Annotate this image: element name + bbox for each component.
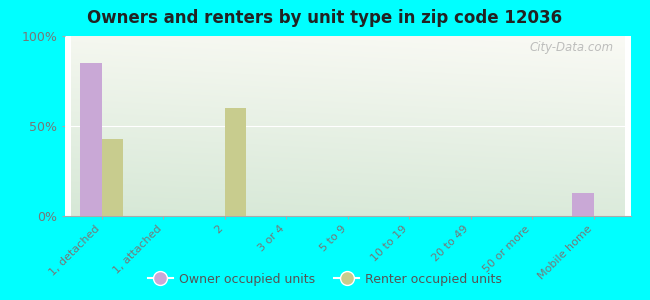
Bar	[572, 193, 593, 216]
Bar	[225, 108, 246, 216]
Legend: Owner occupied units, Renter occupied units: Owner occupied units, Renter occupied un…	[143, 268, 507, 291]
Bar	[81, 63, 102, 216]
Text: City-Data.com: City-Data.com	[529, 41, 614, 54]
Bar	[102, 139, 124, 216]
Text: Owners and renters by unit type in zip code 12036: Owners and renters by unit type in zip c…	[88, 9, 562, 27]
